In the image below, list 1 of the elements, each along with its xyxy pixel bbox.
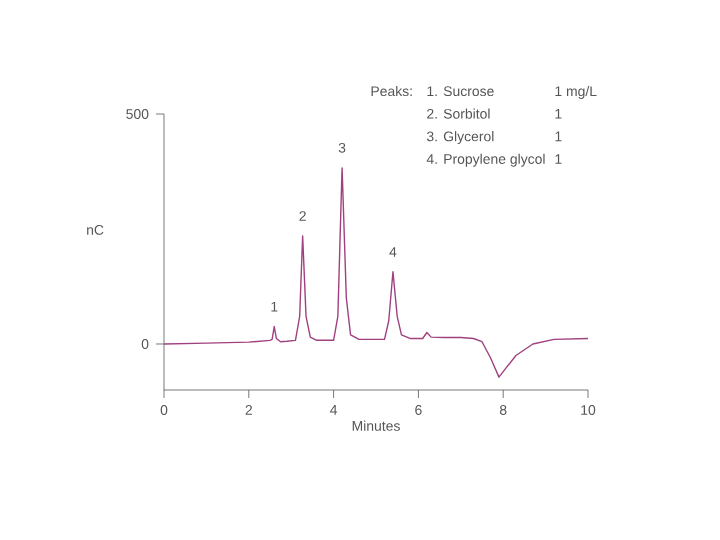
line-series (163, 167, 589, 378)
